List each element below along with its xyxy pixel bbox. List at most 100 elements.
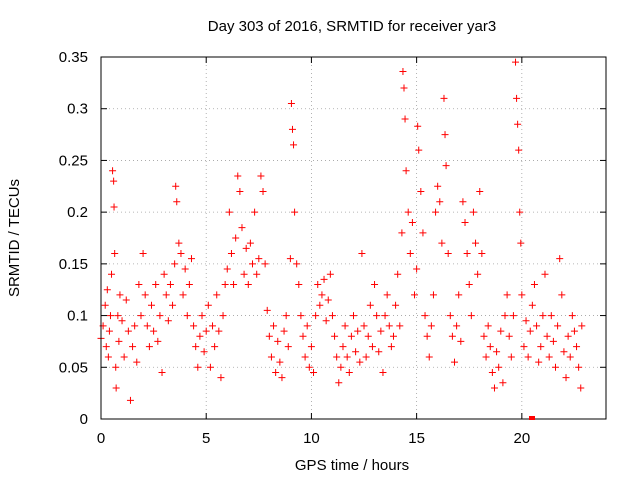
data-point [225,208,233,216]
y-tick-label: 0.1 [67,308,88,325]
data-point [253,270,261,278]
data-point [272,368,280,376]
data-point [509,312,517,320]
data-point [331,332,339,340]
x-tick-label: 15 [408,430,425,447]
axis-ticks [100,56,606,420]
data-point [560,348,568,356]
data-point [474,270,482,278]
data-point [446,312,454,320]
data-point [318,291,326,299]
data-point [517,239,525,247]
data-point [354,327,362,335]
data-point [401,115,409,123]
data-point [112,363,120,371]
data-point [406,250,414,258]
y-tick-label: 0.35 [59,49,88,66]
data-point [516,208,524,216]
data-point [379,368,387,376]
data-point [204,301,212,309]
data-point [310,368,318,376]
data-point [499,379,507,387]
data-point [396,322,404,330]
data-point [238,224,246,232]
data-point [105,327,113,335]
data-point [441,131,449,139]
data-point [345,368,353,376]
data-point [320,275,328,283]
data-point [177,250,185,258]
data-point [192,343,200,351]
data-point [120,353,128,361]
data-point [480,332,488,340]
data-point [173,198,181,206]
data-point [148,301,155,309]
data-point [368,343,376,351]
data-point [137,312,145,320]
data-point [221,281,229,289]
data-point [183,312,191,320]
plot-frame [100,56,607,420]
data-point [505,332,513,340]
data-point [131,322,139,330]
data-point [545,353,553,361]
data-point [160,270,168,278]
data-point [356,358,364,366]
data-point [322,317,330,325]
data-point [425,353,433,361]
data-point [257,172,265,180]
data-point [326,270,334,278]
data-point [444,250,452,258]
data-point [111,250,119,258]
data-point [288,125,296,133]
y-tick-label: 0.15 [59,256,88,273]
data-point [307,343,315,351]
data-point [185,281,193,289]
grid [101,57,606,419]
data-point [465,281,473,289]
data-point [150,327,158,335]
data-point [255,255,263,263]
data-point [213,291,221,299]
data-point [249,260,256,268]
data-point [486,343,494,351]
data-point [282,312,290,320]
y-tick-label: 0.25 [59,152,88,169]
y-tick-labels: 0 0.05 0.1 0.15 0.2 0.25 0.3 0.35 [59,49,88,428]
data-point [295,281,303,289]
data-point [115,337,123,345]
data-point [373,312,381,320]
data-point [291,208,299,216]
data-point [566,353,574,361]
data-point [350,312,357,320]
data-point [429,291,437,299]
data-point [419,229,427,237]
data-point [265,332,273,340]
data-point [392,301,400,309]
data-point [457,337,465,345]
data-point [537,343,545,351]
data-point [135,281,143,289]
x-tick-label: 20 [513,430,530,447]
x-axis-label: GPS time / hours [295,457,409,474]
data-point [297,312,305,320]
data-point [427,322,435,330]
y-tick-label: 0 [80,411,88,428]
data-point [339,343,347,351]
data-point [181,265,189,273]
data-point [143,322,151,330]
data-point [259,187,267,195]
data-point [301,353,309,361]
data-point [290,141,298,149]
data-point [124,327,132,335]
data-point [145,343,153,351]
data-point [270,322,278,330]
data-point [198,312,206,320]
data-point [547,312,555,320]
data-point [324,296,332,304]
data-point [175,239,183,247]
data-point [507,353,515,361]
data-point [490,384,498,392]
y-tick-label: 0.3 [67,101,88,118]
